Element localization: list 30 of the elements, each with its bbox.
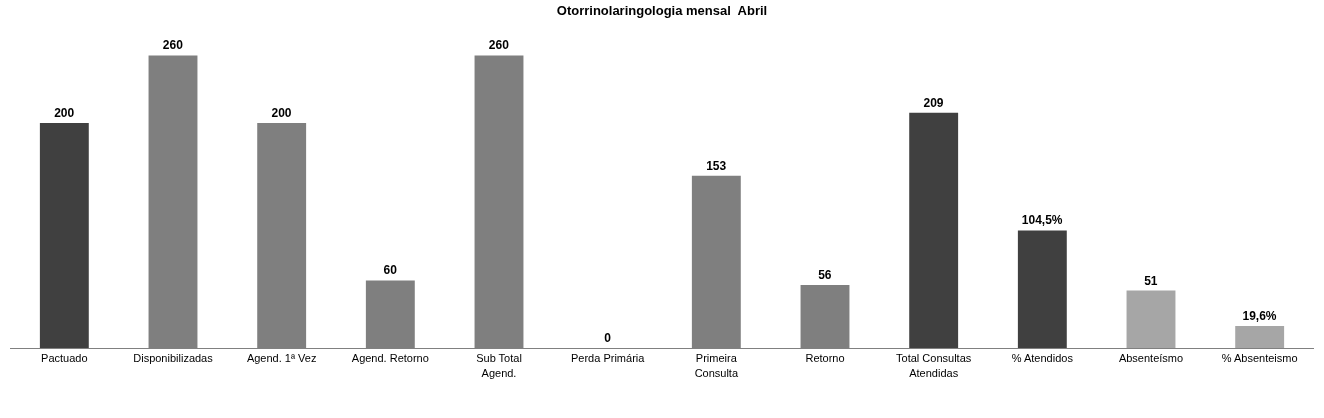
x-tick-label: Retorno [805,352,845,365]
bar [39,122,89,348]
data-label: 260 [488,38,510,53]
x-tick-label: Agend. 1ª Vez [246,352,317,365]
chart-title: Otorrinolaringologia mensal Abril [556,3,768,19]
x-tick-label: Primeira Consulta [694,352,739,379]
data-label: 60 [383,263,398,278]
data-label: 200 [54,105,75,120]
data-label: 200 [271,105,292,120]
bar [1126,290,1176,348]
x-tick-label: Perda Primária [570,352,646,365]
bar [1017,230,1067,348]
data-label: 56 [818,267,832,282]
data-label: 260 [162,38,184,53]
x-tick-label: Absenteísmo [1118,352,1184,365]
x-tick-label: % Absenteismo [1221,352,1298,365]
data-label: 209 [923,95,944,110]
bar [1235,325,1285,348]
data-label: 51 [1144,273,1158,288]
bar [909,112,959,348]
x-tick-label: Disponibilizadas [133,352,214,365]
x-tick-label: Total Consultas Atendidas [896,352,972,379]
data-label: 0 [604,331,612,345]
x-tick-label: % Atendidos [1011,352,1074,365]
x-tick-label: Agend. Retorno [351,352,429,365]
x-tick-label: Sub Total Agend. [476,352,522,379]
data-label: 19,6% [1242,308,1277,323]
data-label: 153 [706,158,727,173]
x-tick-label: Pactuado [41,352,88,365]
data-label: 104,5% [1021,213,1063,228]
